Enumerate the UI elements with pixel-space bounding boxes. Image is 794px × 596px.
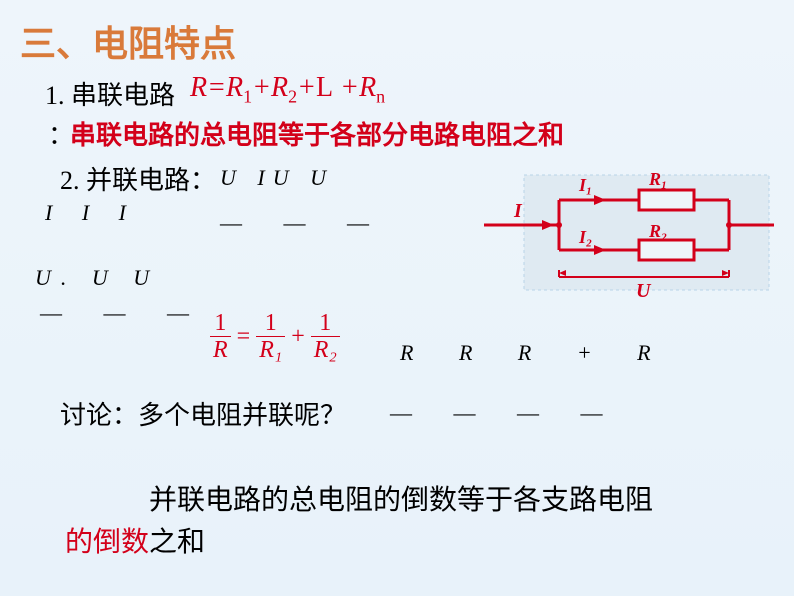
garble-1: U IU U: [220, 165, 334, 191]
series-statement: 串联电路的总电阻等于各部分电路电阻之和: [70, 115, 564, 152]
garble-1b: I I I: [45, 200, 138, 226]
garble-2: U. U U: [35, 265, 159, 291]
garble-3: R R R + R: [400, 340, 671, 366]
item2-label: 2. 并联电路：: [60, 160, 216, 197]
section-title: 三、电阻特点: [20, 15, 236, 67]
dashes-3: — — — —: [390, 400, 621, 426]
dashes-1: — — —: [220, 210, 387, 236]
dashes-2: — — —: [40, 300, 207, 326]
svg-text:R₂: R₂: [648, 221, 667, 241]
circuit-diagram: I I₁ R₁ I₂ R₂ U: [484, 165, 774, 315]
item1-label: 1. 串联电路: [45, 75, 175, 112]
discussion: 讨论：多个电阻并联呢？: [60, 395, 346, 432]
svg-text:I₂: I₂: [578, 227, 592, 247]
series-formula: R=R1+R2+L +Rn: [190, 72, 385, 108]
parallel-formula: 1R = 1R₁ + 1R₂: [210, 310, 340, 364]
svg-text:I: I: [513, 200, 523, 222]
parallel-statement: 并联电路的总电阻的倒数等于各支路电阻 的倒数之和: [65, 480, 745, 564]
svg-text:U: U: [636, 280, 652, 302]
svg-text:I₁: I₁: [578, 175, 592, 195]
svg-text:R₁: R₁: [648, 169, 667, 189]
